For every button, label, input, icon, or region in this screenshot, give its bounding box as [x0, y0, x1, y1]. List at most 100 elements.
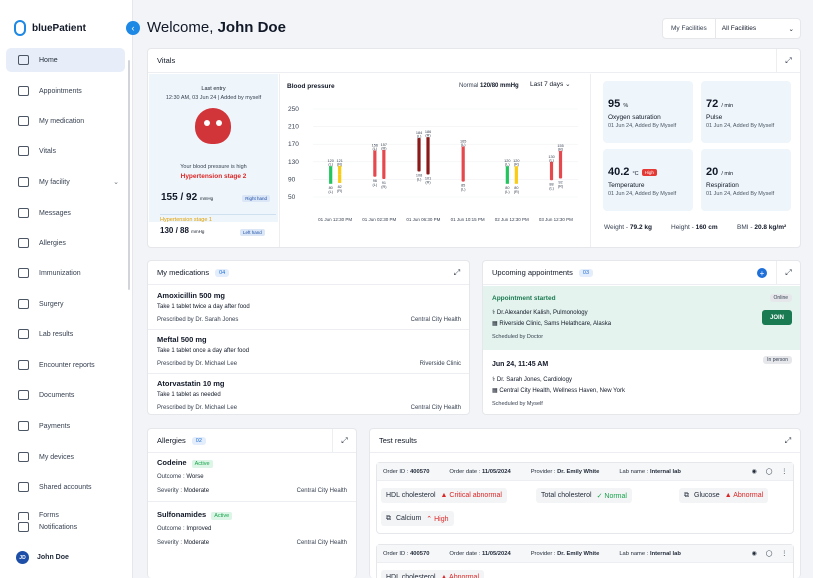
test-result-chip[interactable]: HDL cholesterol ▲ Critical abnormal [381, 488, 507, 503]
sidebar-item-label: Vitals [39, 147, 56, 155]
bp-systolic-label: 157 [381, 143, 387, 147]
test-order[interactable]: Order ID : 400570 Order date : 11/05/2024… [376, 462, 794, 534]
test-result-chip[interactable]: ⧉ Glucose ▲ Abnormal [679, 488, 769, 503]
allergy-item[interactable]: Sulfonamides Active Outcome : Improved Seve… [148, 509, 356, 559]
bp-series-label: (L) [328, 163, 333, 167]
bp-bar[interactable] [373, 150, 377, 177]
expand-icon[interactable]: ⤢ [776, 49, 800, 73]
sidebar-item-notifications[interactable]: Notifications [6, 520, 125, 534]
collapse-sidebar-button[interactable]: ‹ [126, 21, 140, 35]
more-icon[interactable]: ⋮ [781, 550, 787, 557]
order-field: Order ID : 400570 [383, 468, 430, 475]
left-hand-tag: Left hand [240, 229, 265, 236]
sidebar-scrollbar[interactable] [128, 60, 130, 290]
expand-icon[interactable]: ⤢ [453, 268, 461, 277]
x-tick-label: 03 Jun 12:30 PM [539, 217, 573, 222]
bp-bar-lower[interactable] [514, 175, 518, 184]
bp-bar-upper[interactable] [329, 166, 333, 175]
eye-icon[interactable]: ◉ [751, 468, 757, 475]
bp-bar-upper[interactable] [338, 165, 342, 175]
bp-series-label: (L) [505, 190, 510, 194]
bp-bar[interactable] [417, 138, 421, 172]
bp-bar[interactable] [549, 161, 554, 181]
x-tick-label: 02 Jun 12:30 PM [495, 217, 529, 222]
expand-icon[interactable]: ⤢ [776, 261, 800, 285]
test-result-chip[interactable]: Total cholesterol ✓ Normal [536, 488, 632, 503]
test-result-chip[interactable]: HDL cholesterol ▲ Abnormal [381, 570, 485, 578]
sidebar-item-allergies[interactable]: Allergies [6, 231, 125, 255]
bp-bar-lower[interactable] [338, 174, 342, 183]
allergy-severity: Severity : Moderate [157, 540, 210, 546]
allergy-name: Sulfonamides [157, 510, 207, 519]
sidebar-item-encounter-reports[interactable]: Encounter reports [6, 353, 125, 377]
bp-bar[interactable] [461, 146, 465, 182]
sidebar-item-forms[interactable]: Forms [6, 512, 125, 520]
scalpel-icon [18, 299, 29, 309]
sidebar-item-my-medication[interactable]: My medication [6, 109, 125, 133]
facility-selector[interactable]: My Facilities All Facilities ⌄ [662, 18, 801, 39]
bp-bar-lower[interactable] [329, 175, 333, 184]
vital-tile-oxygen-saturation[interactable]: 95 % Oxygen saturation 01 Jun 24, Added By… [603, 81, 693, 143]
y-tick-label: 210 [288, 124, 299, 131]
comment-icon[interactable]: ◯ [765, 468, 773, 475]
bp-bar-upper[interactable] [505, 166, 509, 175]
bp-series-label: (R) [425, 134, 431, 138]
sidebar-item-payments[interactable]: Payments [6, 414, 125, 438]
vital-tile-respiration[interactable]: 20 / min Respiration 01 Jun 24, Added By M… [701, 149, 791, 211]
bp-bar[interactable] [382, 149, 386, 179]
medication-item[interactable]: Atorvastatin 10 mg Take 1 tablet as neede… [148, 378, 469, 414]
test-status: ▲ Abnormal [441, 574, 479, 578]
range-dropdown[interactable]: Last 7 days ⌄ [530, 81, 571, 88]
appointment-place: ▦ Riverside Clinic, Sams Helathcare, Ala… [492, 321, 612, 327]
y-tick-label: 250 [288, 106, 299, 113]
medication-item[interactable]: Amoxicillin 500 mg Take 1 tablet twice a … [148, 290, 469, 332]
bp-bar-lower[interactable] [505, 175, 509, 184]
appointment-started[interactable]: Appointment started Online ⚕ Dr.Alexande… [483, 286, 800, 350]
test-result-chip[interactable]: ⧉ Calcium ⌃ High [381, 511, 454, 526]
bp-bar[interactable] [558, 150, 563, 179]
allergy-item[interactable]: Codeine Active Outcome : Worse Severity : M… [148, 457, 356, 507]
expand-icon[interactable]: ⤢ [332, 429, 356, 453]
sidebar-item-documents[interactable]: Documents [6, 383, 125, 407]
sidebar-item-vitals[interactable]: Vitals [6, 139, 125, 163]
medications-card: My medications 04 ⤢ Amoxicillin 500 mg Ta… [147, 260, 470, 415]
vital-tile-temperature[interactable]: 40.2 °C High Temperature 01 Jun 24, Added B… [603, 149, 693, 211]
sidebar-item-my-facility[interactable]: My facility ⌄ [6, 170, 125, 194]
sidebar-item-immunization[interactable]: Immunization [6, 261, 125, 285]
bp-bar-upper[interactable] [514, 166, 518, 175]
comment-icon[interactable]: ◯ [765, 550, 773, 557]
facility-value: All Facilities [721, 25, 757, 32]
eye-icon[interactable]: ◉ [751, 550, 757, 557]
more-icon[interactable]: ⋮ [781, 468, 787, 475]
sidebar-item-messages[interactable]: Messages [6, 201, 125, 225]
vital-tile-pulse[interactable]: 72 / min Pulse 01 Jun 24, Added By Myself [701, 81, 791, 143]
heart-pulse-icon [18, 146, 29, 156]
sidebar-item-label: Lab results [39, 330, 74, 338]
appointment-status: Appointment started [492, 295, 556, 302]
sidebar-item-lab-results[interactable]: Lab results [6, 322, 125, 346]
expand-icon[interactable]: ⤢ [784, 436, 792, 445]
hand-icon [18, 238, 29, 248]
test-status: ✓ Normal [596, 492, 627, 500]
vital-name: Oxygen saturation [608, 114, 661, 121]
app-logo[interactable]: bluePatient [14, 20, 86, 36]
join-button[interactable]: JOIN [762, 310, 792, 325]
add-appointment-button[interactable]: + [757, 268, 767, 278]
sidebar-item-surgery[interactable]: Surgery [6, 292, 125, 316]
logo-icon [14, 20, 26, 36]
test-order[interactable]: Order ID : 400570 Order date : 11/05/2024… [376, 544, 794, 578]
user-profile[interactable]: JD John Doe [16, 551, 69, 564]
sidebar-item-my-devices[interactable]: My devices [6, 445, 125, 469]
allergy-name: Codeine [157, 458, 187, 467]
facility-dropdown[interactable]: All Facilities ⌄ [714, 19, 800, 38]
reading-right: 155 / 92 mmHg [161, 192, 214, 203]
order-field: Lab name : Internal lab [619, 550, 681, 557]
sidebar-item-appointments[interactable]: Appointments [6, 79, 125, 103]
vital-value: 72 / min [706, 98, 734, 110]
bp-bar[interactable] [426, 137, 430, 175]
sidebar-item-home[interactable]: Home [6, 48, 125, 72]
sidebar-item-shared-accounts[interactable]: Shared accounts [6, 475, 125, 499]
test-order-meta: Order ID : 400570 Order date : 11/05/2024… [377, 463, 793, 481]
medication-item[interactable]: Meftal 500 mg Take 1 tablet once a day af… [148, 334, 469, 376]
sidebar-item-label: Home [39, 56, 58, 64]
